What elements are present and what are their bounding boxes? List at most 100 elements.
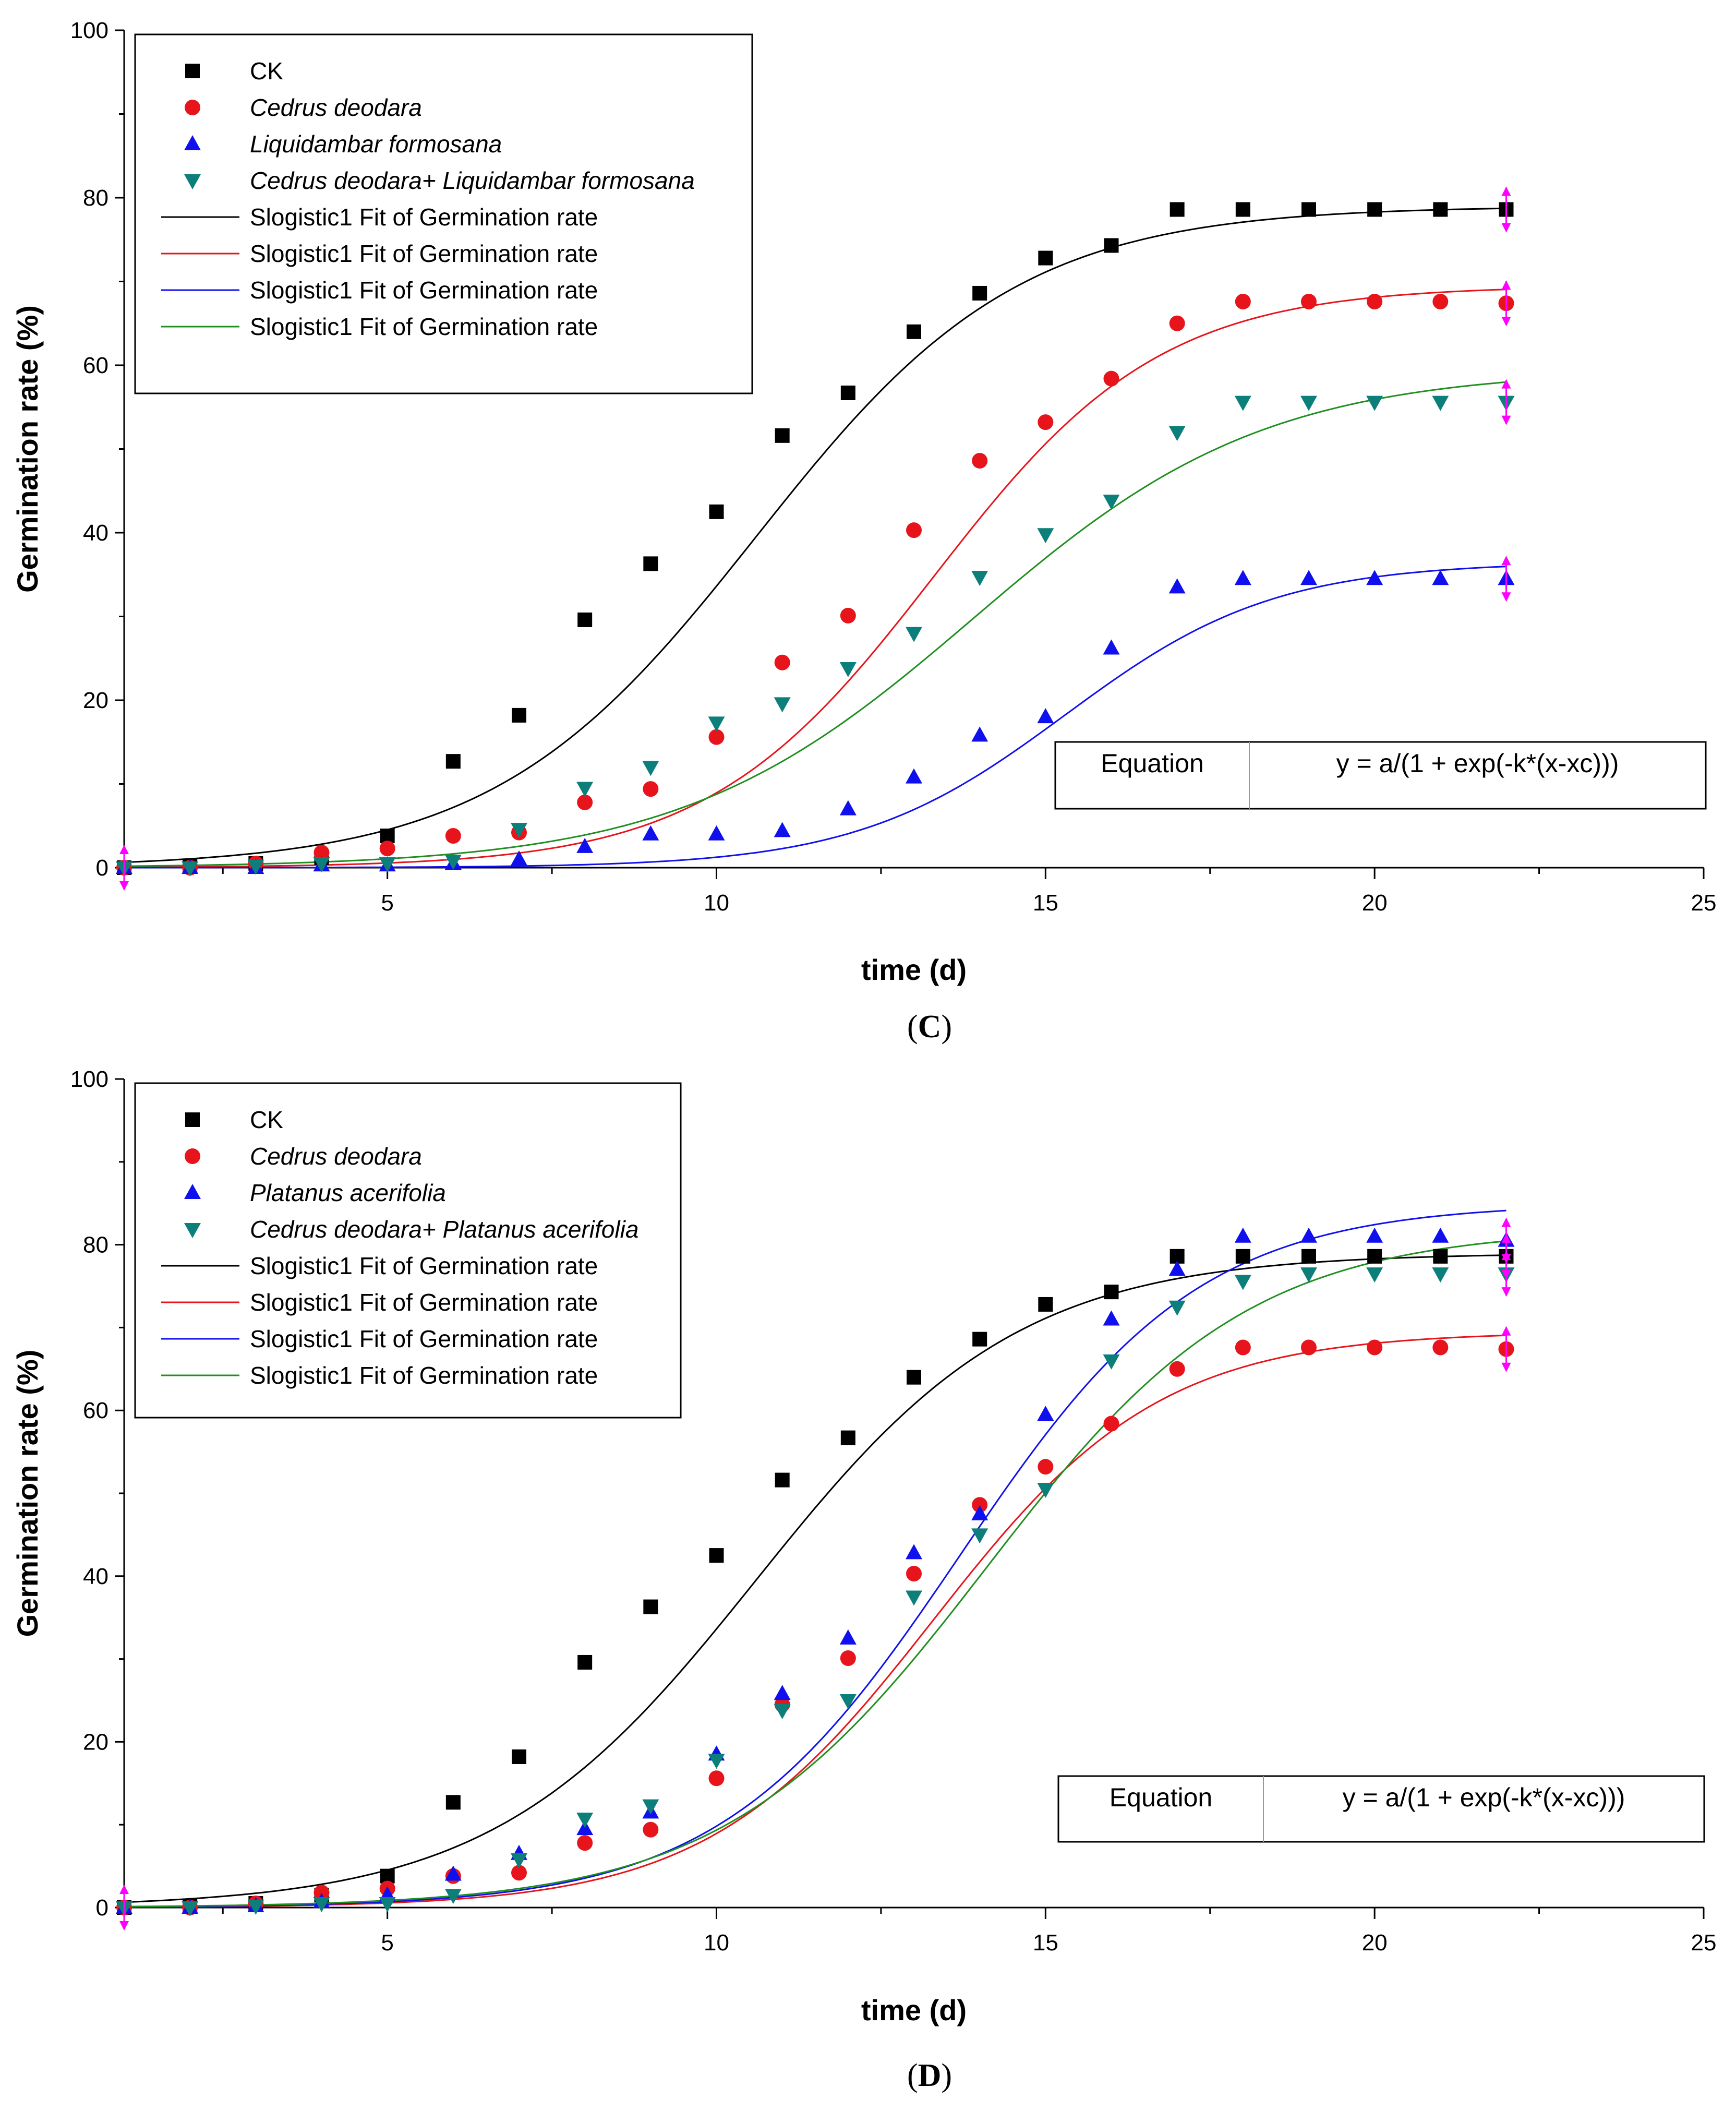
y-tick-label: 0 xyxy=(96,855,108,881)
data-point xyxy=(643,1599,658,1614)
equation-box: Equation y = a/(1 + exp(-k*(x-xc))) xyxy=(1057,1775,1705,1843)
legend-label: CK xyxy=(250,1106,283,1133)
data-point xyxy=(1300,395,1317,411)
data-point xyxy=(972,452,988,469)
data-reader-marker xyxy=(1501,280,1511,327)
data-point xyxy=(1103,639,1120,655)
panel-label-letter: D xyxy=(918,2058,942,2093)
data-point xyxy=(1432,570,1449,585)
series-3-points xyxy=(116,395,1515,877)
x-axis-title: time (d) xyxy=(861,953,967,986)
reader-arrow-up xyxy=(1501,280,1511,290)
fit-line-2 xyxy=(124,1209,1506,1908)
data-point xyxy=(1366,1267,1383,1283)
data-point xyxy=(444,855,462,870)
data-point xyxy=(1367,202,1382,217)
legend-label: Liquidambar formosana xyxy=(250,130,502,158)
legend-fit-label: Slogistic1 Fit of Germination rate xyxy=(250,240,598,267)
equation-formula: y = a/(1 + exp(-k*(x-xc))) xyxy=(1336,749,1619,778)
data-reader-marker xyxy=(1501,379,1511,425)
data-point xyxy=(840,1650,856,1667)
equation-label: Equation xyxy=(1101,749,1203,778)
data-point xyxy=(907,324,921,339)
y-tick-label: 40 xyxy=(83,1564,108,1589)
data-point xyxy=(774,822,791,837)
y-tick-label: 100 xyxy=(70,1066,108,1092)
data-point xyxy=(313,857,330,872)
fit-line-3 xyxy=(124,1240,1506,1908)
legend-label: Cedrus deodara+ Platanus acerifolia xyxy=(250,1216,638,1243)
data-point xyxy=(971,726,988,742)
data-reader-marker xyxy=(1501,186,1511,233)
x-tick-label: 15 xyxy=(1033,890,1058,916)
legend-fit-label: Slogistic1 Fit of Germination rate xyxy=(250,277,598,304)
data-point xyxy=(1432,395,1449,411)
equation-box: Equation y = a/(1 + exp(-k*(x-xc))) xyxy=(1054,741,1707,810)
data-point xyxy=(1366,395,1383,411)
x-tick-label: 20 xyxy=(1362,1930,1388,1956)
x-tick-label: 10 xyxy=(704,1930,729,1956)
data-point xyxy=(1234,1275,1251,1290)
data-reader-marker xyxy=(119,845,129,891)
data-point xyxy=(1432,1267,1449,1283)
panel-label-paren: ( xyxy=(907,1009,918,1045)
legend-fit-label: Slogistic1 Fit of Germination rate xyxy=(250,1362,598,1389)
data-point xyxy=(1433,202,1448,217)
data-point xyxy=(972,1332,987,1347)
data-point xyxy=(1300,570,1317,585)
data-point xyxy=(774,1704,791,1720)
data-point xyxy=(1103,370,1119,387)
reader-arrow-up xyxy=(1501,1326,1511,1336)
reader-arrow-up xyxy=(119,1885,129,1894)
data-point xyxy=(839,800,857,816)
data-point xyxy=(445,828,461,844)
data-point xyxy=(182,861,199,877)
data-point xyxy=(1301,202,1316,217)
y-tick-label: 80 xyxy=(83,185,108,211)
data-point xyxy=(839,1629,857,1645)
data-point xyxy=(1169,315,1185,331)
y-axis-title: Germination rate (%) xyxy=(11,305,44,593)
x-tick-label: 5 xyxy=(381,890,393,916)
reader-arrow-up xyxy=(119,845,129,854)
data-point xyxy=(1038,1459,1054,1475)
chart-panel-d: 0 20 40 60 80 100 5 10 15 20 25 time (d) Germination… xyxy=(11,1066,1716,2093)
data-point xyxy=(907,1370,921,1385)
y-tick-label: 20 xyxy=(83,688,108,713)
reader-arrow-up xyxy=(1501,556,1511,566)
data-point xyxy=(1433,1249,1448,1264)
data-point xyxy=(444,1865,462,1881)
fit-line-1 xyxy=(124,1334,1506,1908)
data-point xyxy=(709,504,724,519)
data-point xyxy=(1104,238,1119,253)
y-tick-label: 100 xyxy=(70,18,108,43)
legend-label: Platanus acerifolia xyxy=(250,1179,446,1206)
data-point xyxy=(1235,1249,1250,1264)
y-tick-label: 40 xyxy=(83,520,108,546)
reader-arrow-down xyxy=(1501,1362,1511,1372)
data-point xyxy=(379,1897,396,1913)
data-point xyxy=(445,1795,461,1810)
reader-arrow-up xyxy=(1501,186,1511,196)
data-point xyxy=(1300,1267,1317,1283)
data-point xyxy=(1037,708,1054,724)
reader-arrow-down xyxy=(1501,592,1511,602)
y-tick-label: 60 xyxy=(83,353,108,378)
data-point xyxy=(708,825,725,841)
data-reader-marker xyxy=(1501,1251,1511,1297)
data-point xyxy=(576,1813,594,1828)
x-tick-label: 25 xyxy=(1691,1930,1717,1956)
equation-box-frame xyxy=(1054,741,1707,810)
data-point xyxy=(1235,1339,1251,1356)
data-point xyxy=(511,823,527,838)
data-point xyxy=(577,612,593,627)
legend-fit-label: Slogistic1 Fit of Germination rate xyxy=(250,203,598,231)
data-point xyxy=(1235,202,1250,217)
data-point xyxy=(1038,414,1054,430)
data-point xyxy=(1301,1339,1317,1356)
data-point xyxy=(1103,1354,1120,1370)
data-point xyxy=(1037,528,1054,544)
data-point xyxy=(906,1544,922,1560)
data-point xyxy=(1367,1339,1383,1356)
data-point xyxy=(1103,495,1120,510)
